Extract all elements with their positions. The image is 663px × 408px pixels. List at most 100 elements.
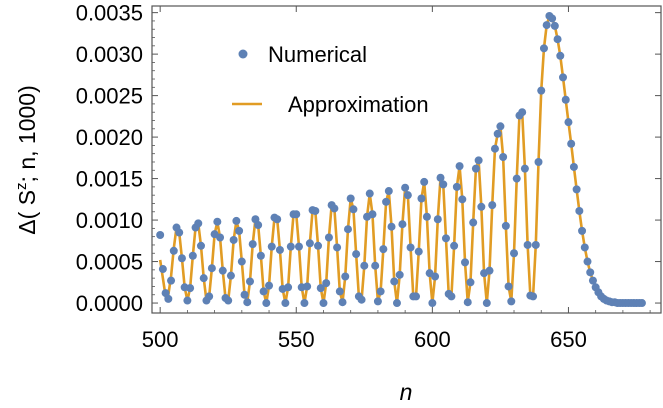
numerical-point	[158, 265, 167, 274]
numerical-point	[294, 242, 303, 251]
x-axis-label: n	[400, 379, 413, 405]
numerical-point	[196, 241, 205, 250]
numerical-point	[431, 272, 440, 281]
numerical-point	[403, 191, 412, 200]
numerical-point	[333, 243, 342, 252]
numerical-point	[376, 287, 385, 296]
x-tick-label: 600	[414, 327, 451, 352]
numerical-point	[580, 243, 589, 252]
numerical-point	[539, 44, 548, 53]
numerical-point	[529, 292, 538, 301]
numerical-point	[488, 201, 497, 210]
numerical-point	[188, 251, 197, 260]
numerical-point	[216, 233, 225, 242]
numerical-point	[248, 240, 257, 249]
numerical-point	[439, 180, 448, 189]
numerical-point	[463, 298, 472, 307]
numerical-point	[414, 247, 423, 256]
numerical-point	[556, 51, 565, 60]
numerical-point	[237, 257, 246, 266]
numerical-point	[324, 233, 333, 242]
numerical-point	[343, 225, 352, 234]
numerical-point	[273, 215, 282, 224]
y-tick-label: 0.0030	[76, 42, 143, 67]
numerical-point	[501, 221, 510, 230]
numerical-point	[482, 299, 491, 308]
numerical-point	[346, 194, 355, 203]
numerical-point	[286, 242, 295, 251]
numerical-point	[262, 299, 271, 308]
numerical-point	[284, 283, 293, 292]
numerical-point	[531, 240, 540, 249]
numerical-point	[183, 296, 192, 305]
y-axis-label-post: ; n, 1000)	[14, 85, 40, 182]
legend-approximation-label: Approximation	[288, 92, 429, 117]
y-tick-label: 0.0035	[76, 1, 143, 26]
numerical-point	[485, 266, 494, 275]
numerical-series	[156, 11, 646, 308]
numerical-point	[373, 297, 382, 306]
x-tick-label: 500	[142, 327, 179, 352]
numerical-point	[226, 271, 235, 280]
y-tick-label: 0.0005	[76, 250, 143, 275]
numerical-point	[164, 294, 173, 303]
y-tick-label: 0.0000	[76, 291, 143, 316]
numerical-point	[542, 21, 551, 30]
numerical-point	[417, 194, 426, 203]
numerical-point	[205, 292, 214, 301]
numerical-point	[523, 240, 532, 249]
numerical-point	[303, 282, 312, 291]
numerical-point	[583, 257, 592, 266]
numerical-point	[229, 235, 238, 244]
numerical-point	[330, 204, 339, 213]
numerical-point	[240, 290, 249, 299]
numerical-point	[496, 122, 505, 131]
numerical-point	[406, 243, 415, 252]
y-axis-label-sup: z	[13, 182, 30, 190]
numerical-point	[461, 258, 470, 267]
numerical-point	[490, 144, 499, 153]
numerical-point	[447, 292, 456, 301]
numerical-point	[243, 298, 252, 307]
numerical-point	[265, 281, 274, 290]
numerical-point	[520, 164, 529, 173]
numerical-point	[322, 279, 331, 288]
numerical-point	[177, 254, 186, 263]
numerical-point	[586, 268, 595, 277]
numerical-point	[384, 187, 393, 196]
numerical-point	[232, 216, 241, 225]
numerical-point	[167, 276, 176, 285]
numerical-point	[207, 264, 216, 273]
numerical-point	[311, 206, 320, 215]
numerical-point	[199, 274, 208, 283]
numerical-point	[537, 86, 546, 95]
numerical-point	[300, 299, 309, 308]
numerical-point	[499, 153, 508, 162]
numerical-point	[368, 210, 377, 219]
legend-numerical-marker	[238, 49, 248, 59]
numerical-point	[548, 14, 557, 23]
numerical-point	[245, 277, 254, 286]
numerical-point	[382, 197, 391, 206]
numerical-point	[224, 296, 233, 305]
numerical-point	[575, 206, 584, 215]
numerical-point	[455, 162, 464, 171]
numerical-point	[504, 282, 513, 291]
numerical-point	[561, 95, 570, 104]
numerical-point	[349, 205, 358, 214]
numerical-point	[341, 272, 350, 281]
numerical-point	[550, 21, 559, 30]
numerical-point	[428, 299, 437, 308]
numerical-point	[433, 215, 442, 224]
approximation-series	[158, 14, 642, 305]
numerical-point	[365, 189, 374, 198]
numerical-point	[469, 218, 478, 227]
numerical-point	[510, 249, 519, 258]
numerical-point	[371, 261, 380, 270]
numerical-point	[316, 284, 325, 293]
numerical-point	[578, 226, 587, 235]
numerical-point	[338, 298, 347, 307]
numerical-point	[156, 231, 165, 240]
numerical-point	[352, 250, 361, 259]
numerical-point	[507, 297, 516, 306]
